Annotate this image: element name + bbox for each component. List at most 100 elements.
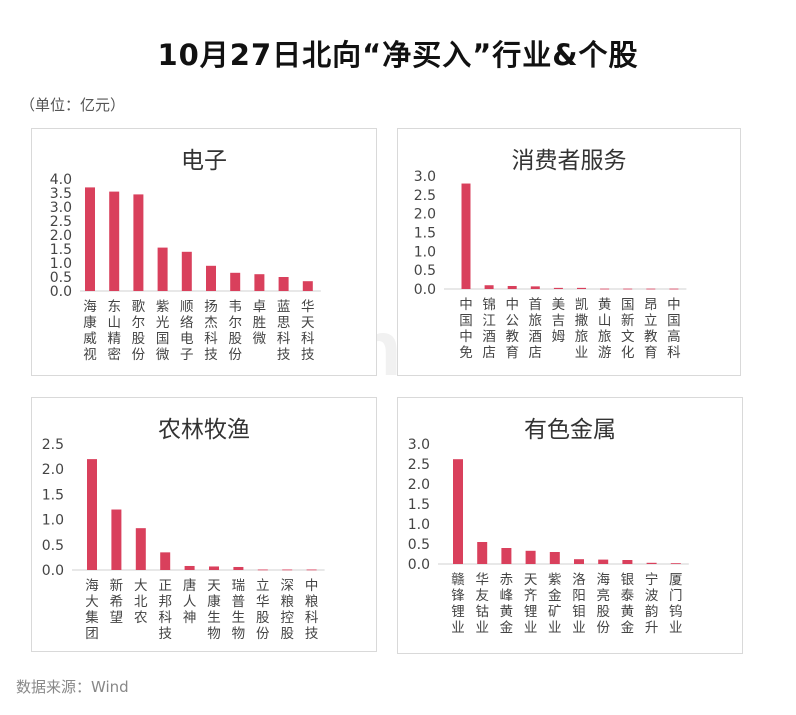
bar (306, 569, 317, 571)
y-tick-label: 4.0 (50, 172, 72, 188)
y-tick-label: 0.5 (408, 537, 430, 553)
bar (230, 272, 241, 291)
category-label: 大北农 (134, 578, 148, 626)
bar (484, 285, 494, 289)
category-label: 正邦科技 (158, 578, 172, 642)
y-tick-label: 2.0 (42, 462, 64, 478)
category-label: 中国高科 (667, 297, 681, 361)
category-label: 首旅酒店 (529, 297, 543, 361)
category-label: 唐人神 (183, 577, 197, 626)
bar (109, 191, 120, 291)
category-label: 扬杰科技 (204, 299, 218, 363)
category-label: 韦尔股份 (228, 299, 242, 363)
category-label: 卓胜微 (253, 299, 267, 347)
bar (553, 287, 563, 289)
bar (501, 548, 512, 564)
y-tick-label: 2.5 (50, 214, 72, 230)
y-tick-label: 2.0 (414, 207, 436, 223)
category-label: 天康生物 (207, 578, 221, 642)
bar (453, 459, 463, 564)
bar (206, 265, 216, 291)
bar (111, 509, 122, 570)
y-tick-label: 3.0 (408, 437, 430, 453)
category-label: 歌尔股份 (132, 299, 146, 363)
category-label: 中粮科技 (305, 578, 319, 642)
category-label: 洛阳钼业 (572, 572, 586, 636)
bar (85, 187, 95, 291)
chart-panel-nonferrous-metals: 有色金属 0.0 0.5 1.0 1.5 2.0 2.5 3.0 赣锋锂业 华友钴业 赤峰黄金 天齐… (397, 397, 743, 654)
y-tick-label: 0.5 (42, 538, 64, 554)
category-label: 深粮控股 (280, 578, 294, 642)
y-tick-label: 0.0 (414, 282, 436, 298)
bar (160, 552, 171, 570)
bar (574, 559, 584, 564)
y-tick-label: 0.5 (414, 263, 436, 279)
y-tick-label: 2.0 (50, 228, 72, 244)
bar (507, 285, 517, 289)
source-note: 数据来源：Wind (16, 678, 129, 696)
y-tick-label: 3.0 (414, 169, 436, 185)
bar (184, 565, 195, 570)
y-tick-label: 0.0 (42, 563, 64, 579)
category-label: 宁波韵升 (645, 571, 659, 636)
bar (600, 288, 610, 290)
bar (257, 569, 268, 571)
bar (157, 247, 168, 291)
bar (135, 528, 146, 570)
bar (87, 459, 97, 570)
bar (302, 281, 313, 291)
category-label: 新希望 (110, 578, 124, 626)
y-tick-label: 0.0 (408, 557, 430, 573)
category-label: 中国中免 (459, 297, 473, 361)
y-tick-label: 1.0 (408, 517, 430, 533)
chart-panel-electronics: 电子 0.0 0.5 1.0 1.5 2.0 2.5 3.0 3.5 4.0 海康威视 东山精密 歌尔… (31, 128, 377, 376)
bar (646, 288, 656, 290)
bar (670, 563, 681, 564)
category-label: 赣锋锂业 (451, 572, 465, 636)
y-tick-label: 1.5 (42, 487, 64, 503)
category-label: 凯撒旅业 (575, 297, 589, 361)
page-title: 10月27日北向“净买入”行业&个股 (157, 38, 639, 72)
y-tick-label: 3.5 (50, 186, 72, 202)
y-tick-label: 0.0 (50, 284, 72, 300)
bar-chart-consumer-services: 0.0 0.5 1.0 1.5 2.0 2.5 3.0 中国中免锦江酒店中公教育首旅酒店美吉姆… (414, 169, 687, 361)
bar (209, 566, 219, 570)
category-label: 美吉姆 (552, 297, 566, 345)
bar (133, 194, 144, 291)
chart-panel-consumer-services: 消费者服务 0.0 0.5 1.0 1.5 2.0 2.5 3.0 中国中免 锦江酒店 中公教育首… (397, 128, 741, 376)
bar (598, 559, 609, 564)
category-label: 锦江酒店 (482, 297, 496, 361)
bar (233, 566, 244, 570)
bar (525, 550, 536, 564)
y-tick-label: 1.5 (414, 226, 436, 242)
category-label: 海康威视 (83, 299, 97, 363)
category-label: 国新文化 (621, 297, 635, 361)
y-tick-label: 1.0 (50, 256, 72, 272)
category-label: 黄山旅游 (598, 297, 612, 361)
y-tick-label: 0.5 (50, 270, 72, 286)
category-label: 顺络电子 (180, 299, 194, 363)
bar (623, 288, 633, 290)
bar (461, 183, 471, 289)
category-label: 银泰黄金 (621, 572, 635, 636)
category-label: 立华股份 (256, 578, 270, 642)
bar (577, 287, 586, 289)
bar (278, 277, 289, 291)
y-tick-label: 1.5 (408, 497, 430, 513)
bar (549, 552, 560, 564)
category-label: 中公教育 (505, 297, 519, 361)
unit-label: （单位：亿元） (20, 96, 126, 114)
y-tick-label: 1.0 (42, 513, 64, 529)
bar-chart-electronics: 0.00.51.01.52.02.53.03.54.0 海康威视东山精密歌尔股份紫… (50, 172, 321, 363)
y-tick-label: 1.5 (50, 242, 72, 258)
bar (254, 274, 265, 291)
category-label: 厦门钨业 (669, 572, 683, 636)
y-tick-label: 3.0 (50, 200, 72, 216)
bar (646, 562, 657, 564)
bar-chart-nonferrous-metals: 0.0 0.5 1.0 1.5 2.0 2.5 3.0 赣锋锂业华友钴业赤峰黄金天齐锂业紫金矿… (408, 437, 689, 636)
bar (477, 542, 488, 564)
y-tick-label: 2.5 (414, 188, 436, 204)
category-label: 瑞普生物 (232, 578, 246, 642)
category-label: 蓝思科技 (277, 299, 291, 363)
y-tick-label: 2.0 (408, 477, 430, 493)
